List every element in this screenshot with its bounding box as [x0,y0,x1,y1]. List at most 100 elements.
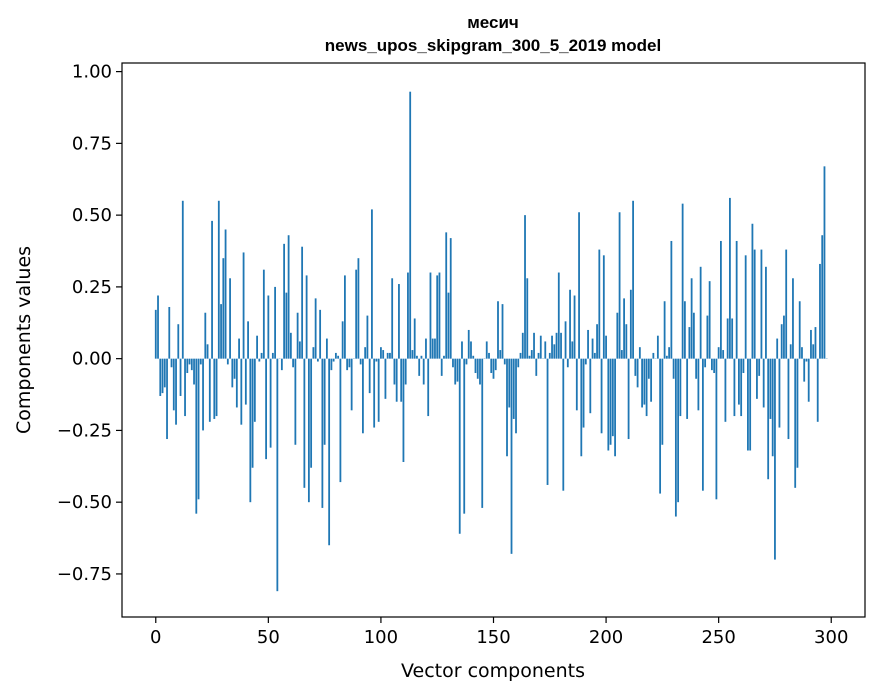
bar [467,329,470,359]
y-tick-label: 0.75 [72,133,112,154]
bar [461,341,463,359]
bar [749,358,752,451]
bar [229,278,231,359]
y-tick-label: 0.50 [72,205,112,226]
bar [377,358,380,422]
bar [692,312,695,359]
bar [456,358,459,382]
x-tick-label: 50 [257,627,280,648]
bar [170,358,173,368]
bar [665,355,668,359]
x-tick-label: 100 [364,627,398,648]
y-axis-label: Components values [13,246,35,434]
bar [325,338,328,359]
bar [251,358,254,468]
bar [535,358,538,376]
bar [492,358,495,379]
bar [350,358,353,411]
bar [339,358,342,483]
bar [384,358,387,399]
bar [539,335,542,359]
bar [760,249,763,359]
bar [163,358,166,388]
bar [260,352,263,359]
bar [305,275,308,359]
bar [602,255,605,359]
bar [753,249,756,359]
bar [744,255,747,359]
bar [427,358,430,417]
bar [798,301,801,359]
bar [774,358,776,560]
bar [391,278,394,359]
bar [589,358,592,414]
bar [517,358,520,368]
bar [508,358,511,408]
bar [494,358,497,371]
bar [321,358,324,508]
bar [398,284,400,359]
bar [242,252,245,359]
bar [557,272,560,359]
bar [463,358,466,514]
bar [253,358,256,422]
bar [166,358,168,440]
bar [816,358,819,422]
bar [580,358,583,457]
bar [729,197,731,359]
bar [296,312,299,359]
bar [307,358,310,503]
bar [355,269,358,359]
bar [794,358,797,488]
chart-subtitle: news_upos_skipgram_300_5_2019 model [325,36,661,55]
bar [454,358,457,385]
bar [280,358,283,371]
bar [220,304,222,359]
bar [735,240,738,359]
bar [562,358,565,491]
bar [364,347,367,359]
bar [715,358,718,500]
bar [652,352,655,359]
bar [780,324,783,359]
bar [479,358,481,385]
bar [812,344,815,359]
bar [161,358,164,394]
bar [695,358,698,379]
bar [575,358,578,411]
bar [512,358,515,419]
bar [231,358,234,388]
bar [362,358,364,434]
bar [771,358,774,457]
bar [224,229,227,359]
bar [359,358,362,365]
bar [172,358,175,411]
bar [274,286,276,359]
bar [409,91,412,359]
bar [179,358,182,396]
bar [751,223,754,359]
y-tick-label: 0.00 [72,349,112,370]
bar [738,358,740,405]
bar [175,358,177,425]
bar [184,358,186,417]
bar [368,358,371,394]
bar [650,358,653,402]
bar [758,358,761,376]
bar [506,358,508,457]
bar [386,352,389,359]
bar [418,358,421,376]
bar [548,352,551,359]
bar [233,358,236,379]
bar [213,358,216,419]
bar [186,358,189,374]
bar [481,358,484,508]
bar [701,358,704,491]
bar [346,358,349,371]
plot-frame [121,62,866,618]
bar [267,295,270,359]
bar [366,315,369,359]
bar [546,358,549,485]
bar [425,338,427,359]
bar [625,324,628,359]
